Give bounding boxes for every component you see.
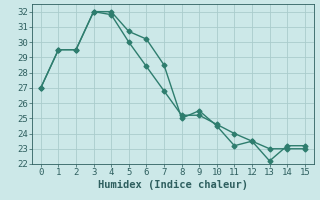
X-axis label: Humidex (Indice chaleur): Humidex (Indice chaleur) [98, 180, 248, 190]
